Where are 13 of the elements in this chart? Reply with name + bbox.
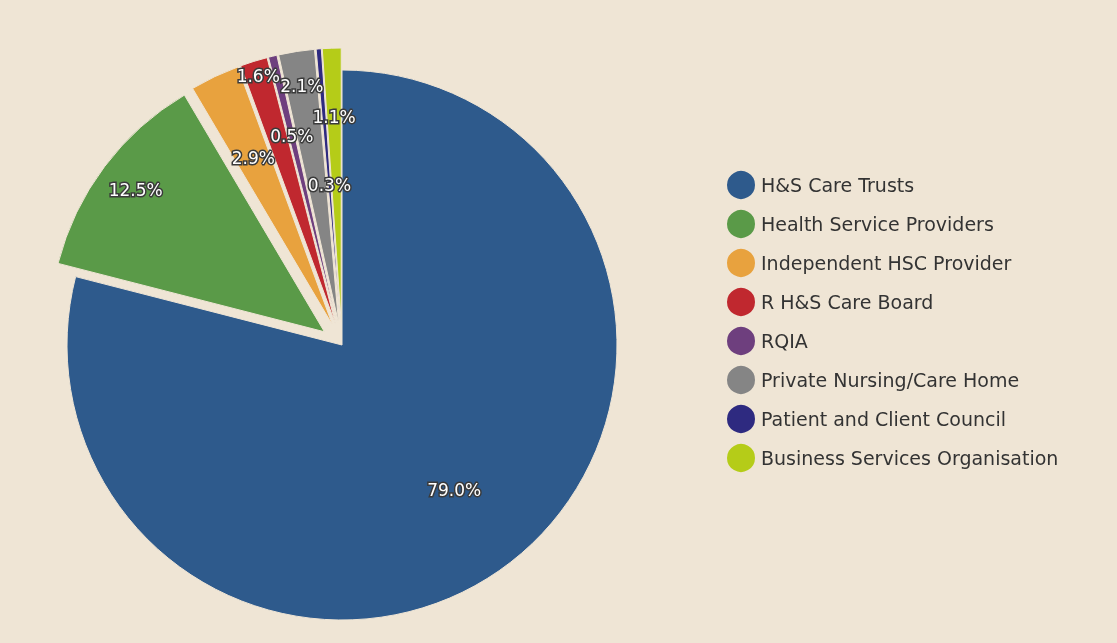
legend-label: Patient and Client Council xyxy=(761,408,1007,430)
data-label: 0.3% xyxy=(307,175,352,196)
data-label: 12.5% xyxy=(108,180,163,201)
legend-label: R H&S Care Board xyxy=(761,291,934,313)
legend-label: H&S Care Trusts xyxy=(761,174,915,196)
legend-label: Health Service Providers xyxy=(761,213,994,235)
data-label: 0.5% xyxy=(270,125,314,146)
legend-label: Private Nursing/Care Home xyxy=(761,369,1020,391)
data-label: 1.1% xyxy=(312,107,356,128)
data-label: 79.0% xyxy=(427,479,482,500)
legend-label: Independent HSC Provider xyxy=(761,252,1012,274)
legend-label: Business Services Organisation xyxy=(761,447,1059,469)
legend-label: RQIA xyxy=(761,330,808,352)
